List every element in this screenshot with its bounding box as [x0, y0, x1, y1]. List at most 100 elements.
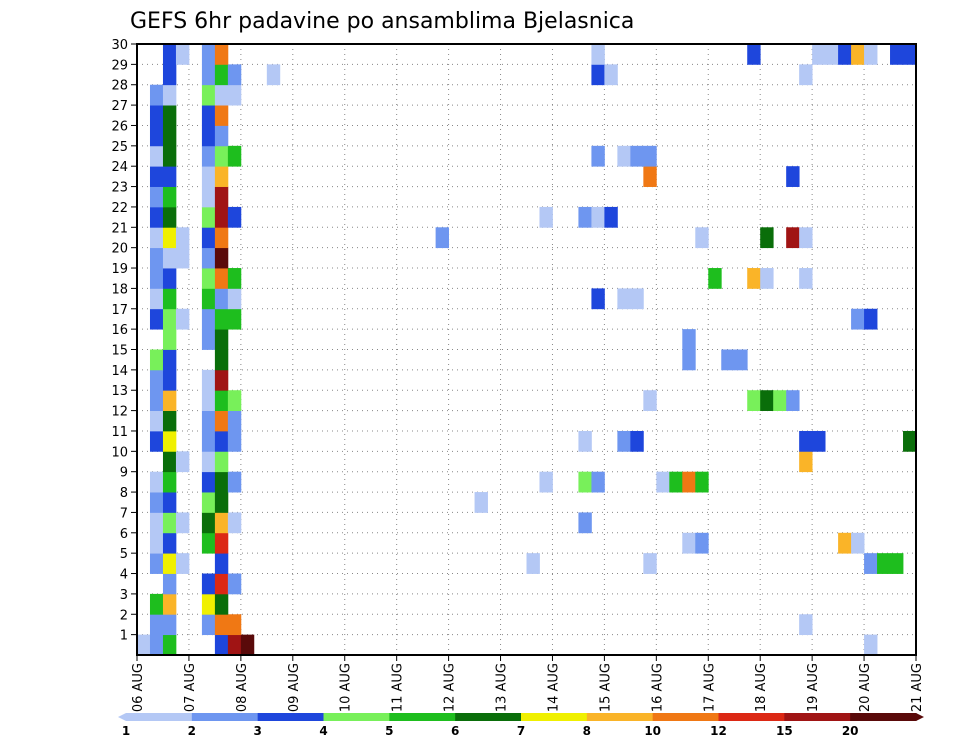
precip-cell: [864, 308, 878, 330]
precip-cell: [877, 553, 891, 574]
legend-label: 6: [451, 724, 459, 738]
precip-cell: [214, 186, 229, 208]
precip-cell: [162, 614, 177, 636]
precip-cell: [214, 532, 229, 554]
legend-label: 15: [776, 724, 793, 738]
x-tick-label: 15 AUG: [598, 663, 613, 712]
precip-cell: [890, 44, 904, 65]
precip-cell: [747, 268, 761, 289]
precip-cell: [214, 492, 229, 513]
precip-cell: [214, 64, 229, 86]
precip-cell: [643, 145, 657, 167]
precip-cell: [214, 369, 229, 391]
precip-cell: [149, 471, 164, 493]
precip-cell: [773, 390, 787, 411]
precip-cell: [162, 206, 177, 228]
precip-cell: [162, 512, 177, 534]
precip-cell: [162, 44, 177, 65]
y-tick-label: 23: [111, 181, 128, 196]
precip-cell: [162, 166, 177, 187]
legend-swatch: [389, 713, 456, 721]
x-tick-label: 08 AUG: [235, 663, 250, 712]
precip-cell: [149, 430, 164, 452]
precip-cell: [695, 227, 709, 249]
precip-cell: [162, 634, 177, 656]
precip-cell: [201, 64, 216, 86]
precip-cell: [227, 512, 242, 534]
precip-cell: [227, 268, 242, 289]
precip-cell: [682, 471, 696, 493]
precip-cell: [266, 64, 281, 86]
y-tick-label: 9: [120, 466, 128, 481]
precip-cell: [240, 634, 255, 656]
legend-label: 7: [517, 724, 525, 738]
precip-cell: [162, 247, 177, 269]
precip-cell: [214, 268, 229, 289]
precip-cell: [838, 532, 852, 554]
precip-cell: [162, 492, 177, 513]
precip-cell: [721, 349, 735, 371]
legend-swatch: [850, 713, 917, 721]
precip-cell: [175, 44, 190, 65]
precip-cell: [175, 512, 190, 534]
precip-cell: [227, 471, 242, 493]
precip-cell: [214, 390, 229, 411]
y-tick-label: 5: [120, 547, 128, 562]
precip-cell: [201, 492, 216, 513]
y-tick-label: 19: [111, 262, 128, 277]
x-tick-label: 19 AUG: [806, 663, 821, 712]
legend-swatch: [586, 713, 654, 721]
precip-cell: [799, 268, 813, 289]
y-tick-label: 16: [111, 323, 128, 338]
precip-cell: [682, 329, 696, 350]
precip-cell: [617, 288, 631, 310]
precip-cell: [162, 145, 177, 167]
precip-cell: [162, 349, 177, 371]
legend-swatch: [652, 713, 719, 721]
y-tick-label: 21: [111, 221, 128, 236]
precip-cell: [227, 84, 242, 106]
precip-cell: [799, 64, 813, 86]
precip-cell: [851, 308, 865, 330]
y-tick-label: 4: [120, 568, 128, 583]
precip-cell: [630, 145, 644, 167]
precip-cell: [201, 471, 216, 493]
precip-cell: [214, 451, 229, 473]
precip-cell: [162, 369, 177, 391]
y-tick-label: 2: [120, 608, 128, 623]
y-tick-label: 27: [111, 99, 128, 114]
color-legend: 1 2 3 4 5 6 7 8 10 12 15 20: [118, 713, 924, 738]
x-tick-label: 09 AUG: [287, 663, 302, 712]
precip-cell: [214, 329, 229, 350]
y-tick-label: 25: [111, 140, 128, 155]
precip-cell: [175, 247, 190, 269]
precip-cell: [149, 634, 164, 656]
precip-cell: [201, 105, 216, 126]
precip-cell: [149, 308, 164, 330]
precip-cell: [799, 227, 813, 249]
precip-cell: [630, 288, 644, 310]
precip-cell: [162, 532, 177, 554]
x-tick-label: 12 AUG: [443, 663, 458, 712]
precip-cell: [799, 451, 813, 473]
precip-cell: [760, 227, 774, 249]
precip-cell: [825, 44, 839, 65]
precip-cell: [201, 390, 216, 411]
legend-arrow-high: [916, 713, 924, 721]
legend-swatch: [257, 713, 324, 721]
y-tick-label: 6: [120, 527, 128, 542]
precip-cell: [201, 532, 216, 554]
y-tick-label: 15: [111, 344, 128, 359]
precip-cell: [669, 471, 683, 493]
precip-cell: [214, 512, 229, 534]
precip-cell: [149, 492, 164, 513]
precip-cell: [539, 206, 553, 228]
y-tick-label: 11: [111, 425, 128, 440]
legend-swatch: [126, 713, 193, 721]
precip-cell: [201, 410, 216, 432]
precip-cell: [149, 268, 164, 289]
precip-cell: [214, 593, 229, 615]
x-tick-label: 14 AUG: [546, 663, 561, 712]
precip-cell: [591, 288, 605, 310]
precip-cell: [760, 268, 774, 289]
